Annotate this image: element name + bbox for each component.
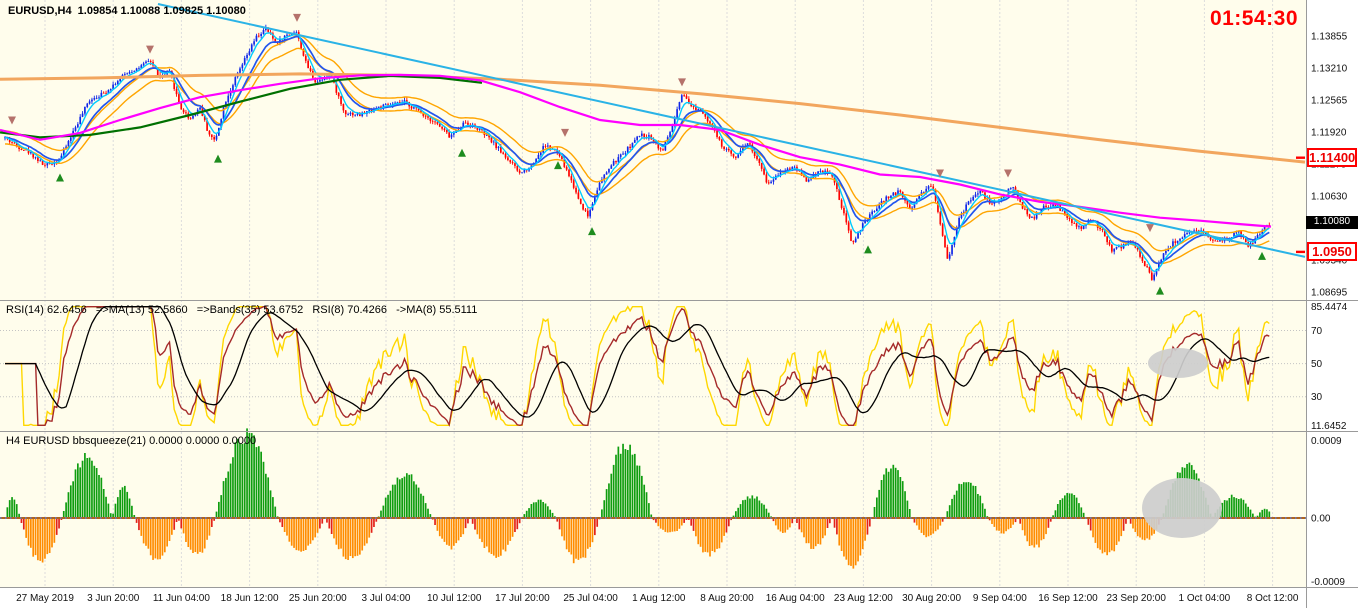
squeeze-scale-label: 0.0009 [1311, 436, 1342, 447]
time-axis-label: 8 Aug 20:00 [700, 593, 754, 604]
time-axis-label: 30 Aug 20:00 [902, 593, 961, 604]
level-tick [1296, 250, 1305, 254]
rsi-scale-label: 11.6452 [1311, 421, 1347, 432]
price-axis-label: 1.13855 [1311, 32, 1348, 43]
ema-fast-line [4, 32, 1270, 273]
descending-trendline[interactable] [157, 3, 1306, 258]
buy-arrow-icon [56, 173, 64, 182]
time-axis-label: 23 Sep 20:00 [1106, 593, 1166, 604]
squeeze-scale[interactable]: 0.0009 0.00 -0.0009 [1311, 436, 1345, 588]
sma200-line [0, 72, 1306, 164]
time-axis-label: 25 Jun 20:00 [289, 593, 347, 604]
rsi-indicator-label: RSI(14) 62.6456 =>MA(13) 52.5860 =>Bands… [6, 304, 478, 316]
time-axis-label: 3 Jun 20:00 [87, 593, 140, 604]
time-axis-label: 16 Sep 12:00 [1038, 593, 1098, 604]
rsi-panel[interactable] [0, 305, 1306, 427]
rsi-scale-label: 30 [1311, 392, 1323, 403]
buy-arrow-icon [1156, 286, 1164, 295]
time-axis-label: 10 Jul 12:00 [427, 593, 482, 604]
moving-averages [0, 3, 1306, 273]
time-axis-label: 1 Aug 12:00 [632, 593, 686, 604]
sell-arrow-icon [678, 78, 686, 87]
time-axis-label: 17 Jul 20:00 [495, 593, 550, 604]
time-axis-label: 25 Jul 04:00 [563, 593, 618, 604]
buy-arrow-icon [554, 161, 562, 170]
price-axis-label: 1.13210 [1311, 63, 1348, 74]
time-axis-label: 27 May 2019 [16, 593, 74, 604]
rsi-scale-label: 70 [1311, 326, 1323, 337]
sell-arrow-icon [561, 128, 569, 137]
price-scale-background[interactable] [1306, 0, 1358, 608]
highlight-ellipse [1148, 348, 1208, 378]
alert-price-level[interactable]: 1.0950 [1307, 241, 1357, 261]
time-axis-label: 23 Aug 12:00 [834, 593, 893, 604]
price-axis-label: 1.12565 [1311, 95, 1348, 106]
sell-arrow-icon [8, 116, 16, 125]
buy-arrow-icon [214, 154, 222, 163]
squeeze-indicator-label: H4 EURUSD bbsqueeze(21) 0.0000 0.0000 0.… [6, 435, 257, 447]
squeeze-scale-label: 0.00 [1311, 514, 1331, 525]
alert-price-level[interactable]: 1.11400 [1307, 147, 1357, 167]
band-lower-line [4, 47, 1270, 265]
rsi14-line [5, 306, 1270, 427]
buy-arrow-icon [458, 148, 466, 157]
price-axis-label: 1.08695 [1311, 287, 1348, 298]
signal-arrows [8, 13, 1266, 295]
time-axis-label: 18 Jun 12:00 [221, 593, 279, 604]
rsi-scale-label: 85.4474 [1311, 302, 1348, 313]
symbol-ohlc-label: EURUSD,H4 1.09854 1.10088 1.09825 1.1008… [8, 5, 246, 17]
chart-background[interactable] [0, 0, 1306, 588]
time-axis-label: 16 Aug 04:00 [766, 593, 825, 604]
sell-arrow-icon [936, 169, 944, 178]
rsi-scale[interactable]: 85.4474 70 50 30 11.6452 [1311, 302, 1348, 432]
highlight-ellipse [1142, 478, 1222, 538]
time-axis-label: 8 Oct 12:00 [1247, 593, 1299, 604]
time-scale-background[interactable] [0, 588, 1306, 608]
sell-arrow-icon [1146, 224, 1154, 233]
time-axis-label: 11 Jun 04:00 [153, 593, 211, 604]
sell-arrow-icon [1004, 169, 1012, 178]
green-ma-line [0, 74, 483, 139]
time-axis[interactable]: 27 May 2019 3 Jun 20:00 11 Jun 04:00 18 Jun… [16, 593, 1299, 604]
rsi-signal-line [5, 306, 1270, 418]
squeeze-panel[interactable] [0, 428, 1306, 569]
current-price-box: 1.10080 [1306, 216, 1358, 230]
grid-lines [44, 0, 1274, 588]
level-tick [1296, 156, 1305, 159]
candle-countdown-timer: 01:54:30 [1209, 7, 1298, 30]
time-axis-label: 9 Sep 04:00 [973, 593, 1027, 604]
buy-arrow-icon [864, 245, 872, 254]
price-axis-label: 1.11920 [1311, 127, 1347, 138]
buy-arrow-icon [1258, 251, 1266, 260]
rsi-scale-label: 50 [1311, 359, 1323, 370]
squeeze-scale-label: -0.0009 [1311, 577, 1345, 588]
sell-arrow-icon [293, 13, 301, 22]
time-axis-label: 3 Jul 04:00 [362, 593, 411, 604]
buy-arrow-icon [588, 227, 596, 236]
time-axis-label: 1 Oct 04:00 [1179, 593, 1231, 604]
sell-arrow-icon [146, 45, 154, 54]
price-axis-label: 1.10630 [1311, 191, 1348, 202]
